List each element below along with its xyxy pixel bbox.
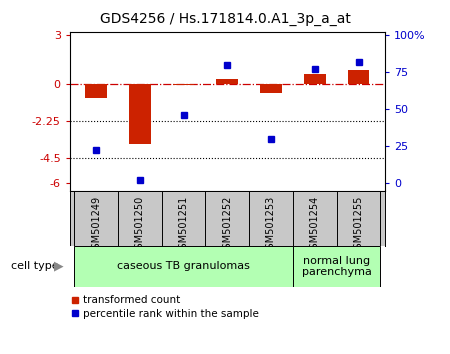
Text: GSM501251: GSM501251 bbox=[179, 195, 189, 255]
Text: GSM501254: GSM501254 bbox=[310, 195, 320, 255]
Bar bbox=[129, 84, 151, 143]
Text: GSM501252: GSM501252 bbox=[222, 195, 232, 255]
Bar bbox=[260, 84, 282, 93]
Bar bbox=[304, 74, 326, 84]
Text: GSM501250: GSM501250 bbox=[135, 195, 145, 255]
Text: GSM501255: GSM501255 bbox=[354, 195, 364, 255]
Text: normal lung
parenchyma: normal lung parenchyma bbox=[302, 256, 372, 277]
Bar bbox=[85, 84, 107, 98]
Bar bbox=[293, 246, 380, 287]
Bar bbox=[347, 70, 369, 84]
Text: caseous TB granulomas: caseous TB granulomas bbox=[117, 261, 250, 272]
Text: GSM501253: GSM501253 bbox=[266, 195, 276, 255]
Text: GSM501249: GSM501249 bbox=[91, 195, 101, 255]
Bar bbox=[172, 84, 194, 85]
Bar bbox=[216, 80, 238, 84]
Legend: transformed count, percentile rank within the sample: transformed count, percentile rank withi… bbox=[71, 296, 259, 319]
Text: GDS4256 / Hs.171814.0.A1_3p_a_at: GDS4256 / Hs.171814.0.A1_3p_a_at bbox=[99, 12, 351, 27]
Text: cell type: cell type bbox=[11, 261, 59, 272]
Bar bbox=[74, 246, 293, 287]
Text: ▶: ▶ bbox=[54, 260, 63, 273]
